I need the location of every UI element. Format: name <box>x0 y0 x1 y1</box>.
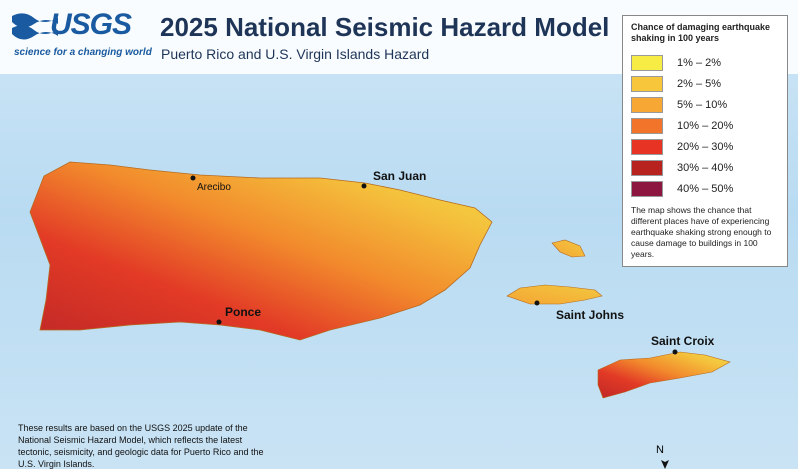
place-label: Saint Johns <box>556 308 625 322</box>
legend-swatch <box>631 180 663 197</box>
footnote: These results are based on the USGS 2025… <box>18 423 264 469</box>
legend-swatch <box>631 75 663 92</box>
legend-label: 1% – 2% <box>677 56 722 69</box>
dot <box>361 183 367 189</box>
legend-label: 30% – 40% <box>677 161 734 174</box>
puerto-rico <box>29 161 493 341</box>
logo-waves <box>12 13 58 40</box>
place-label: Saint Croix <box>651 334 715 348</box>
logo-mark <box>12 13 58 40</box>
dot <box>534 300 540 306</box>
legend-item: 2% – 5% <box>631 73 779 94</box>
legend-item: 40% – 50% <box>631 178 779 199</box>
legend-item: 1% – 2% <box>631 52 779 73</box>
legend-item: 20% – 30% <box>631 136 779 157</box>
legend-item: 5% – 10% <box>631 94 779 115</box>
legend-swatch <box>631 138 663 155</box>
legend: Chance of damaging earthquake shaking in… <box>622 15 788 267</box>
legend-item: 30% – 40% <box>631 157 779 178</box>
legend-item: 10% – 20% <box>631 115 779 136</box>
legend-title: Chance of damaging earthquake shaking in… <box>631 22 771 43</box>
north-label: N <box>656 444 664 456</box>
legend-swatch <box>631 54 663 71</box>
place-label: Ponce <box>225 305 262 319</box>
place-dots <box>190 175 678 355</box>
dot <box>672 349 678 355</box>
legend-label: 2% – 5% <box>677 77 722 90</box>
legend-label: 40% – 50% <box>677 182 734 195</box>
st-croix <box>597 351 731 399</box>
vieques <box>551 239 586 258</box>
legend-items: 1% – 2% 2% – 5% 5% – 10% 10% – 20% 20% – 30%… <box>631 52 779 199</box>
north-arrow <box>661 460 669 469</box>
title: 2025 National Seismic Hazard Model <box>160 12 610 42</box>
legend-label: 20% – 30% <box>677 140 734 153</box>
subtitle: Puerto Rico and U.S. Virgin Islands Haza… <box>161 46 430 62</box>
legend-swatch <box>631 117 663 134</box>
dot <box>216 319 222 325</box>
place-label: Arecibo <box>197 182 231 193</box>
tagline: science for a changing world <box>14 47 152 58</box>
logo: USGS <box>50 8 132 41</box>
legend-label: 5% – 10% <box>677 98 728 111</box>
place-label: San Juan <box>373 169 427 183</box>
legend-swatch <box>631 159 663 176</box>
legend-label: 10% – 20% <box>677 119 734 132</box>
st-thomas-st-john <box>506 284 603 305</box>
dot <box>190 175 196 181</box>
legend-note: The map shows the chance that different … <box>631 205 772 259</box>
legend-swatch <box>631 96 663 113</box>
